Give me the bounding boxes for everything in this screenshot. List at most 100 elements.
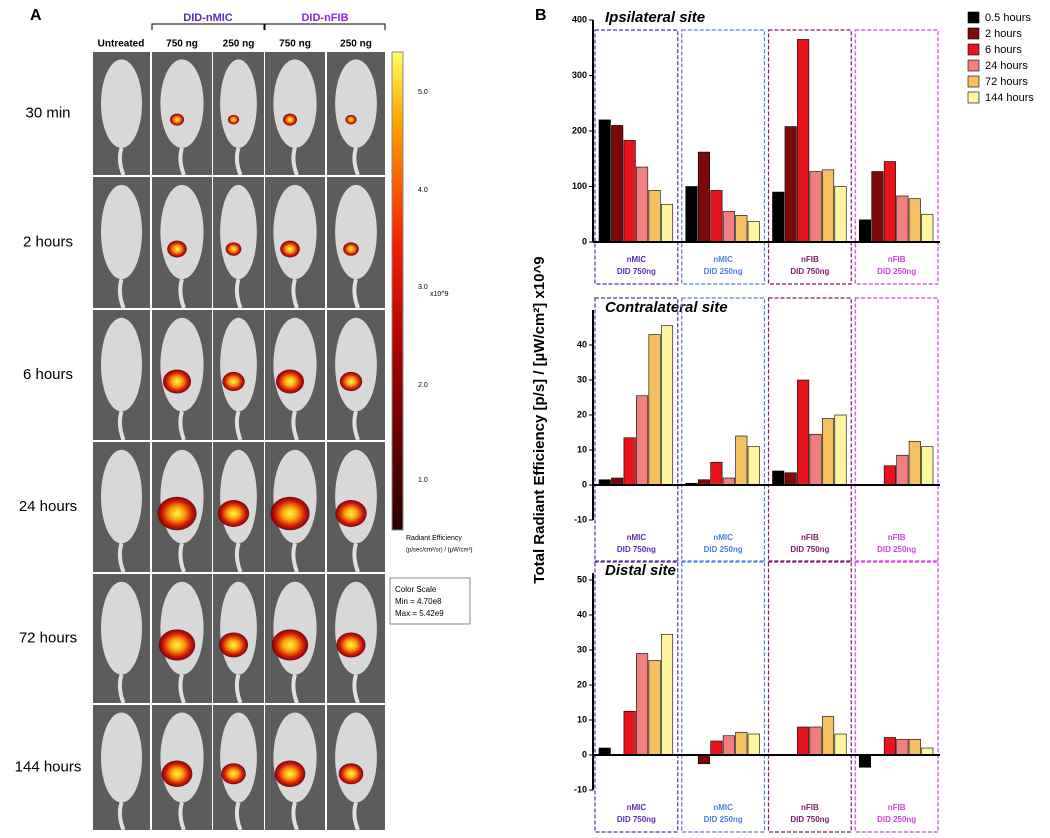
fluorescence bbox=[170, 113, 184, 126]
bar bbox=[598, 747, 611, 756]
bar bbox=[648, 660, 661, 756]
bar bbox=[697, 754, 710, 765]
mouse-body bbox=[100, 184, 143, 280]
mouse-tail bbox=[291, 801, 299, 831]
legend-swatch bbox=[967, 43, 980, 56]
fluorescence bbox=[217, 500, 250, 527]
mouse-tail bbox=[178, 674, 186, 704]
group-label: DID 250ng bbox=[877, 815, 916, 824]
group-box bbox=[767, 29, 852, 285]
mouse-tail bbox=[178, 542, 186, 573]
y-tick-label: 10 bbox=[577, 714, 587, 724]
bar bbox=[908, 198, 921, 243]
group-label: DID 250ng bbox=[877, 267, 916, 276]
group-label: DID 750ng bbox=[617, 815, 656, 824]
bar bbox=[611, 125, 624, 243]
bar bbox=[598, 119, 611, 243]
bar bbox=[623, 140, 636, 243]
fluorescence bbox=[221, 763, 246, 785]
group-label: DID 750ng bbox=[790, 815, 829, 824]
panel-label: B bbox=[535, 7, 547, 24]
mouse-body bbox=[335, 59, 377, 148]
legend-label: 6 hours bbox=[985, 44, 1022, 56]
group-label: DID-nMIC bbox=[183, 12, 233, 24]
dose-label: 750 ng bbox=[279, 39, 311, 50]
mouse-tail bbox=[117, 801, 126, 831]
bar bbox=[710, 190, 723, 243]
row-label: 72 hours bbox=[19, 629, 77, 646]
bar bbox=[883, 465, 896, 486]
y-tick-label: 0 bbox=[582, 479, 587, 489]
bar bbox=[735, 731, 748, 756]
group-box bbox=[594, 29, 679, 285]
group-label: nFIB bbox=[888, 533, 906, 542]
y-tick-label: 400 bbox=[572, 14, 587, 24]
mouse-body bbox=[273, 184, 317, 280]
fluorescence bbox=[276, 369, 304, 394]
y-tick-label: 100 bbox=[572, 181, 587, 191]
mouse-body bbox=[160, 712, 204, 803]
group-box bbox=[594, 297, 679, 563]
bar bbox=[797, 39, 810, 243]
color-bar-units: (p/sec/cm²/sr) / (µW/cm²) bbox=[406, 548, 472, 554]
mouse-body bbox=[100, 449, 143, 544]
bar bbox=[908, 440, 921, 486]
group-label: DID 750ng bbox=[790, 267, 829, 276]
bar bbox=[648, 334, 661, 486]
group-label: nMIC bbox=[713, 255, 733, 264]
mouse-body bbox=[220, 449, 257, 544]
bar bbox=[660, 633, 674, 756]
fluorescence bbox=[339, 371, 363, 392]
group-box bbox=[854, 29, 939, 285]
bar bbox=[784, 472, 797, 486]
mouse-body bbox=[273, 317, 317, 412]
mouse-tail bbox=[117, 542, 126, 573]
legend-swatch bbox=[967, 91, 980, 104]
fluorescence bbox=[271, 629, 309, 661]
group-label: DID 250ng bbox=[704, 545, 743, 554]
mouse-tail bbox=[178, 278, 186, 309]
mouse-body bbox=[273, 59, 317, 148]
mouse-tail bbox=[291, 542, 299, 573]
fluorescence bbox=[345, 114, 357, 125]
group-label: nFIB bbox=[801, 533, 819, 542]
bar bbox=[648, 190, 661, 243]
color-bar-tick: 4.0 bbox=[418, 187, 428, 194]
mouse-body bbox=[220, 184, 257, 280]
legend-swatch bbox=[967, 27, 980, 40]
group-label: nMIC bbox=[713, 533, 733, 542]
mouse-body bbox=[273, 581, 317, 675]
mouse-tail bbox=[234, 410, 243, 441]
chart-title: Ipsilateral site bbox=[605, 9, 705, 26]
bar bbox=[921, 213, 934, 243]
mouse-body bbox=[335, 184, 377, 280]
row-label: 144 hours bbox=[15, 758, 82, 775]
panel-label: A bbox=[30, 7, 42, 24]
mouse-tail bbox=[291, 674, 299, 704]
group-label: DID 750ng bbox=[790, 545, 829, 554]
y-tick-label: 300 bbox=[572, 70, 587, 80]
column-label: Untreated bbox=[98, 39, 145, 50]
bar bbox=[710, 740, 723, 756]
color-bar-unit: x10^9 bbox=[430, 291, 449, 298]
row-label: 24 hours bbox=[19, 498, 77, 515]
bar bbox=[858, 754, 872, 768]
color-scale-text: Max = 5.42e9 bbox=[395, 609, 444, 618]
bar bbox=[822, 418, 835, 486]
bar bbox=[747, 733, 760, 756]
color-scale-text: Color Scale bbox=[395, 585, 437, 594]
bar bbox=[921, 747, 934, 756]
row-label: 2 hours bbox=[23, 233, 73, 250]
fluorescence bbox=[227, 114, 240, 125]
color-scale-text: Min = 4.70e8 bbox=[395, 597, 442, 606]
y-tick-label: 10 bbox=[577, 444, 587, 454]
row-label: 6 hours bbox=[23, 366, 73, 383]
bar bbox=[797, 726, 810, 756]
fluorescence bbox=[161, 760, 193, 787]
mouse-tail bbox=[352, 278, 360, 309]
fluorescence bbox=[222, 371, 245, 392]
y-tick-label: 30 bbox=[577, 374, 587, 384]
group-label: nFIB bbox=[801, 803, 819, 812]
bar bbox=[858, 219, 872, 243]
y-tick-label: 30 bbox=[577, 644, 587, 654]
